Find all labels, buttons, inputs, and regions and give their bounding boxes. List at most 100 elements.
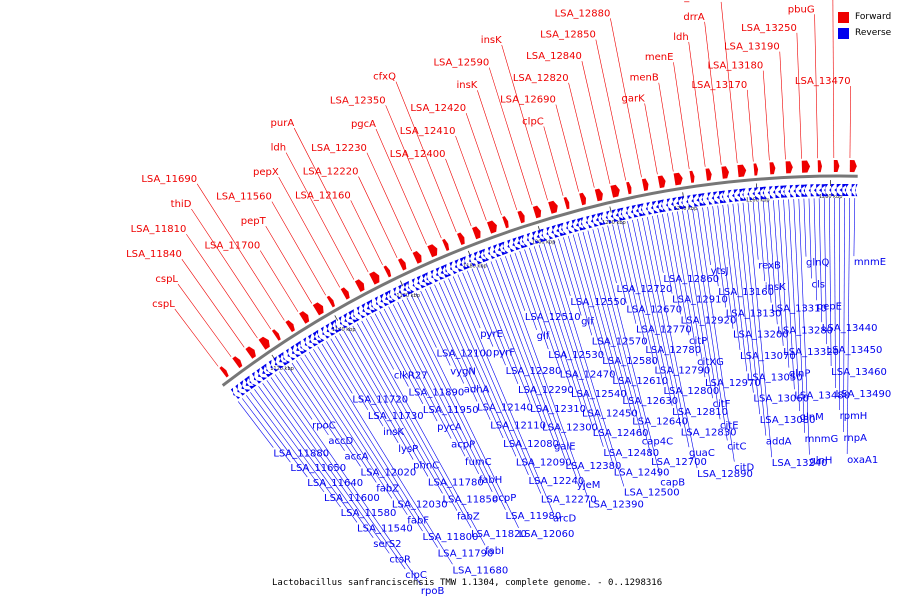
reverse-gene-label[interactable]: LSA_12390 xyxy=(588,499,644,510)
reverse-gene-label[interactable]: galE xyxy=(554,442,576,453)
forward-gene-label[interactable]: menE xyxy=(645,52,674,63)
reverse-gene-label[interactable]: LSA_12530 xyxy=(548,350,604,361)
reverse-gene-label[interactable]: LSA_12510 xyxy=(525,312,581,323)
reverse-gene-label[interactable]: LSA_12310 xyxy=(530,404,586,415)
reverse-gene-label[interactable]: pepE xyxy=(817,301,842,312)
reverse-gene-label[interactable]: ctsR xyxy=(389,554,411,565)
reverse-gene-label[interactable]: LSA_12670 xyxy=(626,304,682,315)
forward-gene-label[interactable]: LSA_11560 xyxy=(216,192,272,203)
reverse-gene-label[interactable]: fabZ xyxy=(376,483,399,494)
forward-gene-label[interactable]: LSA_12160 xyxy=(295,190,351,201)
forward-gene-label[interactable]: LSA_12840 xyxy=(526,51,582,62)
reverse-gene-label[interactable]: LSA_12280 xyxy=(506,366,562,377)
reverse-gene-label[interactable]: fabF xyxy=(407,516,429,527)
reverse-gene-label[interactable]: arcD xyxy=(553,513,577,524)
reverse-gene-label[interactable]: LSA_12030 xyxy=(392,500,448,511)
reverse-gene-label[interactable]: glf xyxy=(537,331,550,342)
reverse-gene-label[interactable]: addA xyxy=(766,437,792,448)
reverse-gene-label[interactable]: phnC xyxy=(413,461,439,472)
reverse-gene-label[interactable]: LSA_12060 xyxy=(519,529,575,540)
forward-gene-label[interactable]: purA xyxy=(271,118,295,129)
forward-gene-label[interactable]: LSA_11840 xyxy=(126,249,182,260)
reverse-gene-label[interactable]: LSA_13440 xyxy=(822,323,878,334)
reverse-gene-label[interactable]: LSA_12540 xyxy=(571,389,627,400)
forward-gene-label[interactable]: LSA_11700 xyxy=(204,241,260,252)
reverse-gene-label[interactable]: insK xyxy=(383,427,404,438)
forward-gene-label[interactable]: pgcA xyxy=(351,119,376,130)
reverse-gene-label[interactable]: acpP xyxy=(492,493,516,504)
reverse-gene-label[interactable]: rexB xyxy=(758,261,781,272)
reverse-gene-label[interactable]: pyrE xyxy=(480,329,503,340)
reverse-gene-label[interactable]: LSA_11890 xyxy=(408,388,464,399)
reverse-gene-label[interactable]: vygN xyxy=(450,367,476,378)
forward-gene-label[interactable]: pepT xyxy=(241,216,267,227)
reverse-gene-label[interactable]: yjeM xyxy=(577,480,600,491)
forward-gene-label[interactable]: cspL xyxy=(155,274,178,285)
reverse-gene-label[interactable]: LSA_11790 xyxy=(438,549,494,560)
reverse-gene-label[interactable]: LSA_11980 xyxy=(506,511,562,522)
reverse-gene-label[interactable]: LSA_13070 xyxy=(740,351,796,362)
reverse-gene-label[interactable]: LSA_12090 xyxy=(516,457,572,468)
forward-gene-label[interactable]: cspL xyxy=(152,299,175,310)
reverse-gene-label[interactable]: LSA_12300 xyxy=(542,423,598,434)
forward-gene-label[interactable]: LSA_12820 xyxy=(513,73,569,84)
reverse-gene-label[interactable]: LSA_12290 xyxy=(518,385,574,396)
reverse-gene-label[interactable]: citC xyxy=(727,441,746,452)
forward-gene-label[interactable]: garK xyxy=(621,93,645,104)
reverse-gene-label[interactable]: LSA_12450 xyxy=(582,408,638,419)
reverse-gene-label[interactable]: LSA_12470 xyxy=(560,369,616,380)
reverse-gene-label[interactable]: clkR27 xyxy=(394,370,428,381)
reverse-gene-label[interactable]: LSA_11820 xyxy=(471,529,527,540)
reverse-gene-label[interactable]: LSA_12640 xyxy=(632,416,688,427)
reverse-gene-label[interactable]: LSA_13310 xyxy=(771,304,827,315)
forward-gene-label[interactable]: thiD xyxy=(171,199,192,210)
reverse-gene-label[interactable]: LSA_12140 xyxy=(477,403,533,414)
reverse-gene-label[interactable]: LSA_11540 xyxy=(357,523,413,534)
reverse-gene-label[interactable]: serS2 xyxy=(373,539,401,550)
reverse-gene-label[interactable]: accA xyxy=(345,452,369,463)
forward-gene-label[interactable]: insK xyxy=(481,35,502,46)
forward-gene-label[interactable]: LSA_12220 xyxy=(303,167,359,178)
reverse-gene-label[interactable]: LSA_12380 xyxy=(566,461,622,472)
reverse-gene-label[interactable]: cap4C xyxy=(642,437,673,448)
forward-gene-label[interactable]: LSA_12420 xyxy=(410,103,466,114)
forward-gene-label[interactable]: LSA_12350 xyxy=(330,95,386,106)
reverse-gene-label[interactable]: LSA_11800 xyxy=(423,532,479,543)
reverse-gene-label[interactable]: LSA_11950 xyxy=(423,405,479,416)
reverse-gene-label[interactable]: fabH xyxy=(479,475,503,486)
reverse-gene-label[interactable]: LSA_13060 xyxy=(753,394,809,405)
reverse-gene-label[interactable]: accD xyxy=(328,436,353,447)
reverse-gene-label[interactable]: LSA_12610 xyxy=(612,376,668,387)
reverse-gene-label[interactable]: LSA_11640 xyxy=(307,478,363,489)
reverse-gene-label[interactable]: LSA_12860 xyxy=(663,274,719,285)
forward-gene-label[interactable]: LSA_12410 xyxy=(400,126,456,137)
forward-gene-label[interactable]: LSA_12590 xyxy=(433,58,489,69)
reverse-gene-label[interactable]: citD xyxy=(734,463,754,474)
reverse-gene-label[interactable]: LSA_11730 xyxy=(368,411,424,422)
reverse-gene-label[interactable]: acpP xyxy=(451,440,475,451)
reverse-gene-label[interactable]: rpoC xyxy=(312,420,336,431)
reverse-gene-label[interactable]: pycA xyxy=(437,422,462,433)
reverse-gene-label[interactable]: LSA_11650 xyxy=(290,463,346,474)
reverse-gene-label[interactable]: mnmG xyxy=(805,434,839,445)
forward-gene-label[interactable]: ldh xyxy=(673,32,688,43)
forward-gene-label[interactable]: clpC xyxy=(522,116,544,127)
reverse-gene-label[interactable]: glnM xyxy=(800,412,824,423)
reverse-gene-label[interactable]: LSA_12550 xyxy=(570,297,626,308)
forward-gene-label[interactable]: drrA xyxy=(683,12,704,23)
reverse-gene-label[interactable]: fumC xyxy=(465,457,492,468)
reverse-gene-label[interactable]: LSA_12480 xyxy=(603,448,659,459)
reverse-gene-label[interactable]: oxaA1 xyxy=(847,455,878,466)
reverse-gene-label[interactable]: LSA_12100 xyxy=(436,349,492,360)
reverse-gene-label[interactable]: adhA xyxy=(464,384,490,395)
reverse-gene-label[interactable]: ytsJ xyxy=(711,266,729,277)
reverse-gene-label[interactable]: LSA_13460 xyxy=(831,367,887,378)
reverse-gene-label[interactable]: insK xyxy=(765,282,786,293)
reverse-gene-label[interactable]: LSA_12810 xyxy=(672,407,728,418)
reverse-gene-label[interactable]: LSA_12570 xyxy=(592,336,648,347)
forward-gene-label[interactable]: LSA_13250 xyxy=(741,23,797,34)
reverse-gene-label[interactable]: LSA_12270 xyxy=(541,495,597,506)
reverse-gene-label[interactable]: LSA_13280 xyxy=(777,325,833,336)
reverse-gene-label[interactable]: LSA_12240 xyxy=(528,476,584,487)
reverse-gene-label[interactable]: LSA_13240 xyxy=(772,458,828,469)
